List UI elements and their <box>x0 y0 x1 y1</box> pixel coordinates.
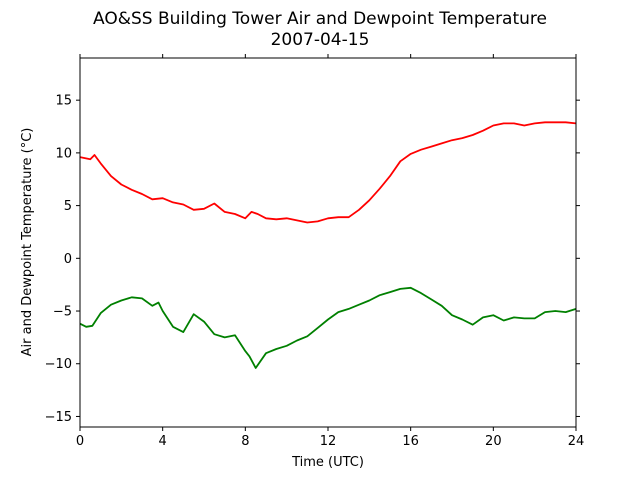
y-axis-label: Air and Dewpoint Temperature (°C) <box>20 128 35 357</box>
x-tick-label: 8 <box>241 434 249 449</box>
axis-layer: 0 4 8 12 16 20 24 −15 −10 −5 0 5 10 15 <box>45 54 585 449</box>
y-tick-label: 0 <box>64 252 72 267</box>
y-tick-label: −15 <box>45 410 72 425</box>
series-line-2 <box>79 286 577 369</box>
series-layer <box>79 121 577 369</box>
y-tick-label: −10 <box>45 357 72 372</box>
plot-frame <box>79 57 577 428</box>
x-tick-label: 16 <box>402 434 419 449</box>
series-line-1 <box>79 121 577 224</box>
x-tick-label: 20 <box>485 434 502 449</box>
x-tick-label: 0 <box>76 434 84 449</box>
y-tick-label: 5 <box>64 199 72 214</box>
chart-subtitle: 2007-04-15 <box>271 30 370 50</box>
x-axis-label: Time (UTC) <box>291 455 364 470</box>
chart-title: AO&SS Building Tower Air and Dewpoint Te… <box>93 9 547 29</box>
y-tick-label: 10 <box>55 146 72 161</box>
y-tick-label: −5 <box>53 305 72 320</box>
y-tick-label: 15 <box>55 94 72 109</box>
x-tick-label: 12 <box>320 434 337 449</box>
x-tick-label: 4 <box>159 434 167 449</box>
x-tick-label: 24 <box>568 434 585 449</box>
